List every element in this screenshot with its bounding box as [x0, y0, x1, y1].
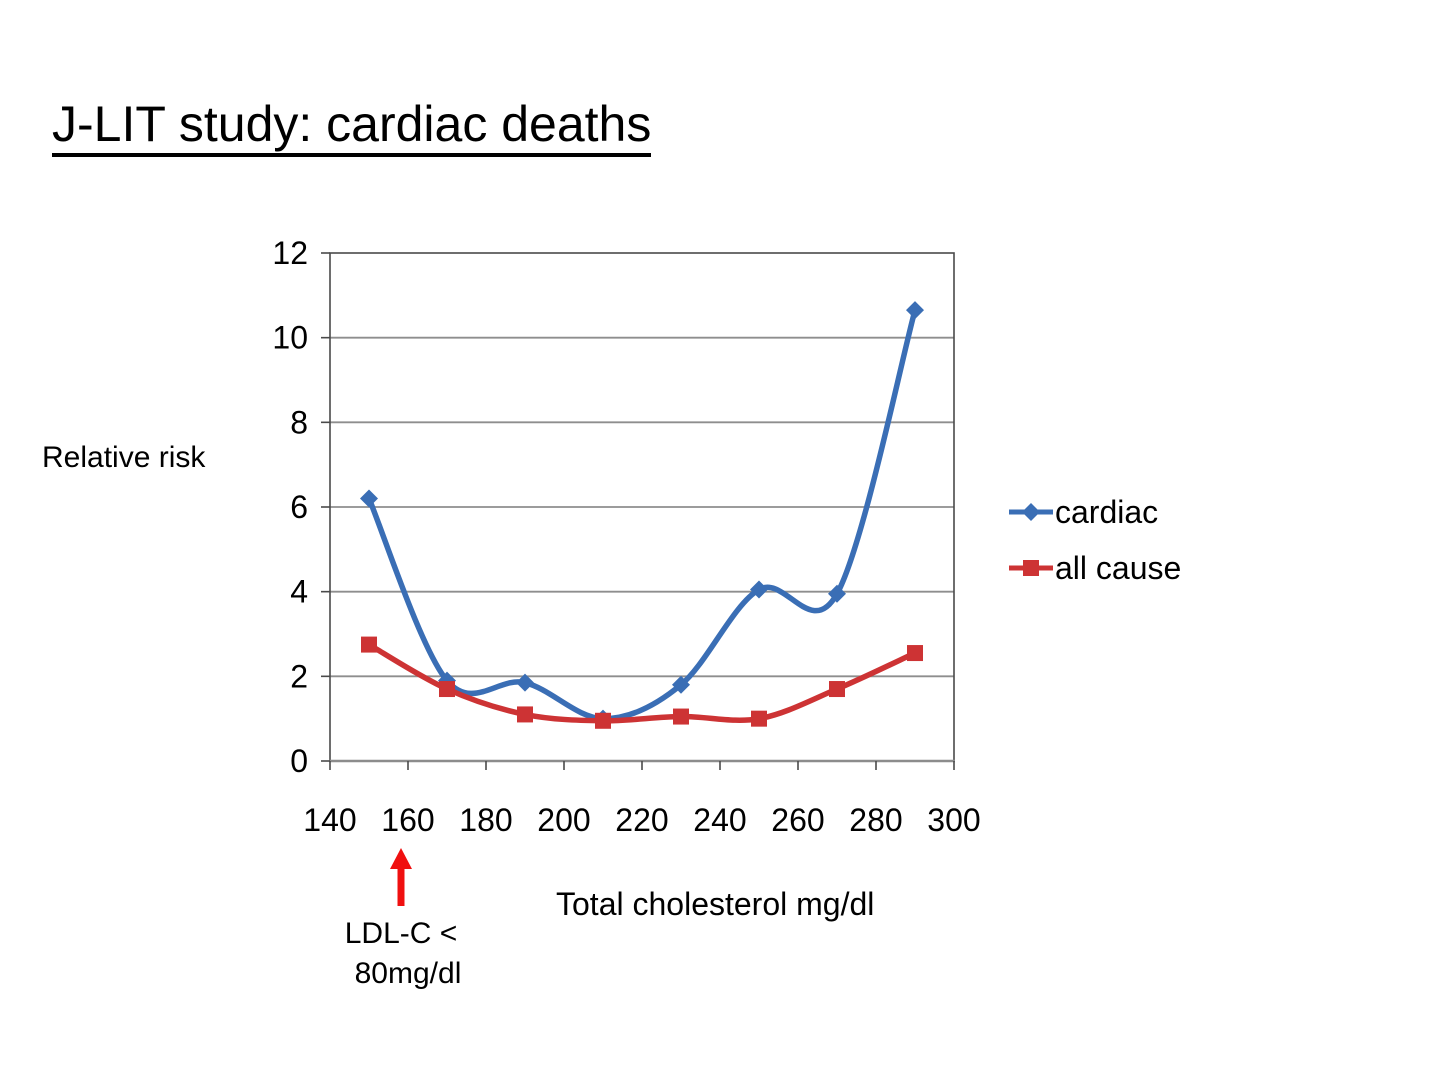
- legend-item-all-cause: all cause: [1008, 548, 1181, 588]
- x-tick-label: 180: [459, 802, 512, 838]
- all-cause-data-point: [751, 710, 767, 727]
- y-tick-label: 6: [290, 489, 308, 525]
- legend-item-cardiac: cardiac: [1008, 492, 1181, 532]
- all-cause-data-point: [361, 636, 377, 653]
- x-tick-label: 200: [537, 802, 590, 838]
- cardiac-legend-diamond-icon: [1022, 503, 1040, 521]
- up-arrow-shape: [390, 848, 412, 906]
- annotation-line-2: 80mg/dl: [354, 957, 462, 990]
- y-tick-label: 4: [290, 574, 308, 610]
- y-tick-label: 10: [272, 320, 308, 356]
- cardiac-legend-marker-icon: [1009, 503, 1053, 521]
- y-tick-label: 2: [290, 658, 308, 694]
- cardiac-data-point: [828, 584, 846, 603]
- all-cause-legend-marker-icon: [1009, 560, 1053, 576]
- chart-legend: cardiac all cause: [1008, 492, 1181, 604]
- cardiac-data-point: [516, 673, 534, 692]
- x-tick-label: 140: [303, 802, 356, 838]
- y-tick-label: 0: [290, 743, 308, 779]
- cardiac-data-point: [906, 301, 924, 320]
- all-cause-data-point: [439, 681, 455, 698]
- x-tick-label: 280: [849, 802, 902, 838]
- x-tick-label: 160: [381, 802, 434, 838]
- y-axis-title: Relative risk: [42, 441, 206, 474]
- cardiac-data-point: [750, 580, 768, 599]
- all-cause-data-point: [517, 706, 533, 723]
- all-cause-data-point: [829, 681, 845, 698]
- legend-label-cardiac: cardiac: [1055, 494, 1159, 530]
- x-tick-label: 220: [615, 802, 668, 838]
- slide-title: J-LIT study: cardiac deaths: [52, 99, 652, 157]
- all-cause-legend-square-icon: [1023, 560, 1039, 576]
- x-tick-label: 300: [927, 802, 980, 838]
- all-cause-data-point: [673, 708, 689, 725]
- up-arrow-icon: [390, 848, 412, 906]
- y-tick-label: 8: [290, 404, 308, 440]
- cardiac-data-point: [672, 675, 690, 694]
- x-tick-label: 260: [771, 802, 824, 838]
- x-tick-label: 240: [693, 802, 746, 838]
- ldl-annotation: LDL-C < 80mg/dl: [316, 848, 486, 994]
- all-cause-data-point: [907, 645, 923, 662]
- cardiac-data-point: [360, 489, 378, 508]
- x-axis-title: Total cholesterol mg/dl: [556, 886, 875, 922]
- y-tick-label: 12: [272, 235, 308, 271]
- all-cause-data-point: [595, 712, 611, 729]
- legend-label-all-cause: all cause: [1055, 550, 1182, 586]
- annotation-line-1: LDL-C <: [344, 917, 458, 950]
- cardiac-series-line: [366, 307, 918, 722]
